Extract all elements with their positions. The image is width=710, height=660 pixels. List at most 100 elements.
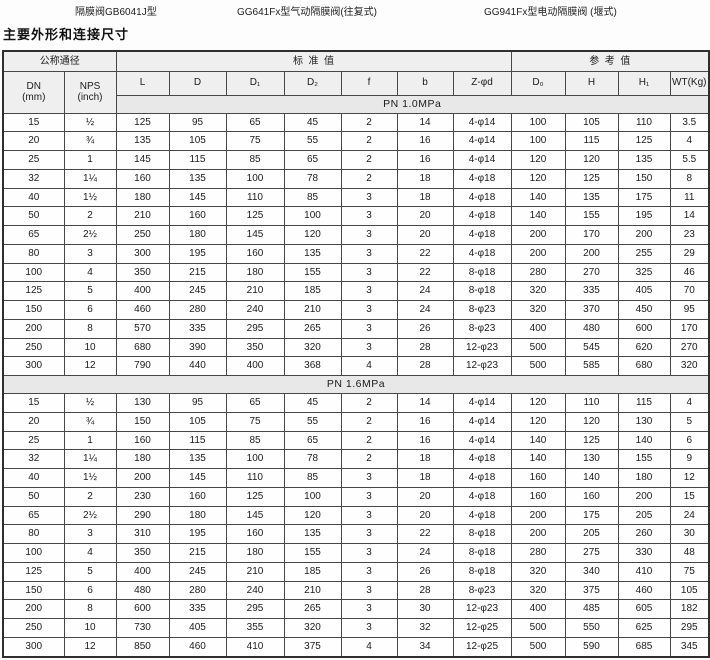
table-cell: 3 [340,318,398,339]
table-cell: 16 [396,430,454,451]
table-cell: 4-φ14 [452,411,512,432]
table-cell: 300 [2,356,65,376]
table-cell: 12-φ25 [452,636,512,658]
table-cell: 150 [2,300,65,320]
caption-pneumatic-diaphragm-valve-model: GG641Fx型气动隔膜阀(往复式) [237,7,378,18]
table-cell: 170 [564,225,619,245]
table-cell: 12 [63,356,117,376]
table-cell: ¾ [63,411,117,432]
table-cell: 26 [396,561,454,582]
table-cell: 180 [168,505,227,526]
table-cell: 32 [2,449,65,469]
table-cell: 270 [564,262,619,283]
table-cell: 1½ [63,468,117,488]
table-cell: 440 [168,356,227,376]
table-cell: 78 [283,449,342,469]
table-cell: 14 [396,393,454,413]
table-cell: 335 [168,318,227,339]
table-cell: 2 [340,449,398,469]
table-cell: 680 [115,337,170,358]
table-cell: 100 [225,449,285,469]
table-cell: 8 [63,318,117,339]
table-cell: 48 [669,543,710,563]
table-cell: 180 [225,262,285,283]
table-cell: 335 [564,281,619,301]
table-cell: 390 [168,337,227,358]
table-row: 250 10 680 390 350 320 3 28 12-φ23 500 545 620 270 [2,337,710,358]
table-cell: 210 [115,206,170,226]
table-cell: 65 [2,225,65,245]
table-cell: 605 [617,599,671,619]
table-cell: 8-φ18 [452,561,512,582]
table-cell: 4-φ14 [452,393,512,413]
value-column-header-6: Z-φd [452,70,512,96]
table-cell: 30 [669,524,710,544]
table-cell: 125 [2,561,65,582]
table-cell: 45 [283,393,342,413]
table-cell: 8-φ23 [452,318,512,339]
table-cell: 3.5 [669,112,710,133]
table-cell: 3 [63,524,117,544]
table-cell: 3 [340,337,398,358]
table-cell: 4-φ18 [452,486,512,507]
table-cell: 4-φ18 [452,468,512,488]
table-cell: 18 [396,168,454,189]
table-cell: 110 [225,468,285,488]
table-cell: 145 [115,150,170,170]
table-cell: 500 [510,337,566,358]
table-cell: 6 [63,580,117,601]
table-cell: 500 [510,636,566,658]
table-cell: 160 [168,206,227,226]
table-cell: 145 [168,187,227,208]
table-cell: 245 [168,281,227,301]
table-cell: 145 [168,468,227,488]
table-cell: 2 [340,393,398,413]
table-cell: 10 [63,337,117,358]
table-cell: 155 [283,262,342,283]
table-cell: 105 [168,411,227,432]
table-cell: 100 [283,486,342,507]
table-cell: 350 [115,543,170,563]
table-cell: 200 [115,468,170,488]
table-row: 40 1½ 180 145 110 85 3 18 4-φ18 140 135 175 11 [2,187,710,208]
table-cell: 50 [2,206,65,226]
table-cell: 400 [510,599,566,619]
table-cell: 3 [340,543,398,563]
table-cell: 150 [115,411,170,432]
table-cell: 460 [115,300,170,320]
table-cell: 3 [340,505,398,526]
table-cell: 4 [340,356,398,376]
nps-column-header: NPS (inch) [63,70,117,114]
table-cell: 150 [2,580,65,601]
table-cell: 125 [115,112,170,133]
table-cell: 65 [225,393,285,413]
table-cell: 3 [340,206,398,226]
table-cell: 11 [669,187,710,208]
table-cell: 100 [2,543,65,563]
table-cell: 180 [168,225,227,245]
table-cell: 4-φ14 [452,112,512,133]
table-cell: 200 [564,243,619,264]
table-cell: 14 [669,206,710,226]
table-cell: 55 [283,411,342,432]
table-cell: 295 [225,318,285,339]
table-cell: 265 [283,599,342,619]
dimensions-table: 公称通径标 准 值参 考 值 DN (mm) NPS (inch) L D D₁ D₂ f b Z… [2,50,710,658]
table-cell: 14 [396,112,454,133]
table-cell: 5 [63,281,117,301]
table-cell: 8-φ18 [452,543,512,563]
table-cell: 400 [225,356,285,376]
table-row: 20 ¾ 135 105 75 55 2 16 4-φ14 100 115 125 4 [2,131,710,151]
table-cell: 120 [283,505,342,526]
table-cell: 12-φ23 [452,599,512,619]
table-cell: 20 [396,225,454,245]
table-cell: 65 [283,150,342,170]
table-cell: ½ [63,112,117,133]
table-cell: 18 [396,449,454,469]
table-cell: 120 [283,225,342,245]
table-cell: 130 [617,411,671,432]
table-cell: ½ [63,393,117,413]
table-cell: 120 [510,411,566,432]
table-cell: 1¼ [63,449,117,469]
table-cell: 45 [283,112,342,133]
